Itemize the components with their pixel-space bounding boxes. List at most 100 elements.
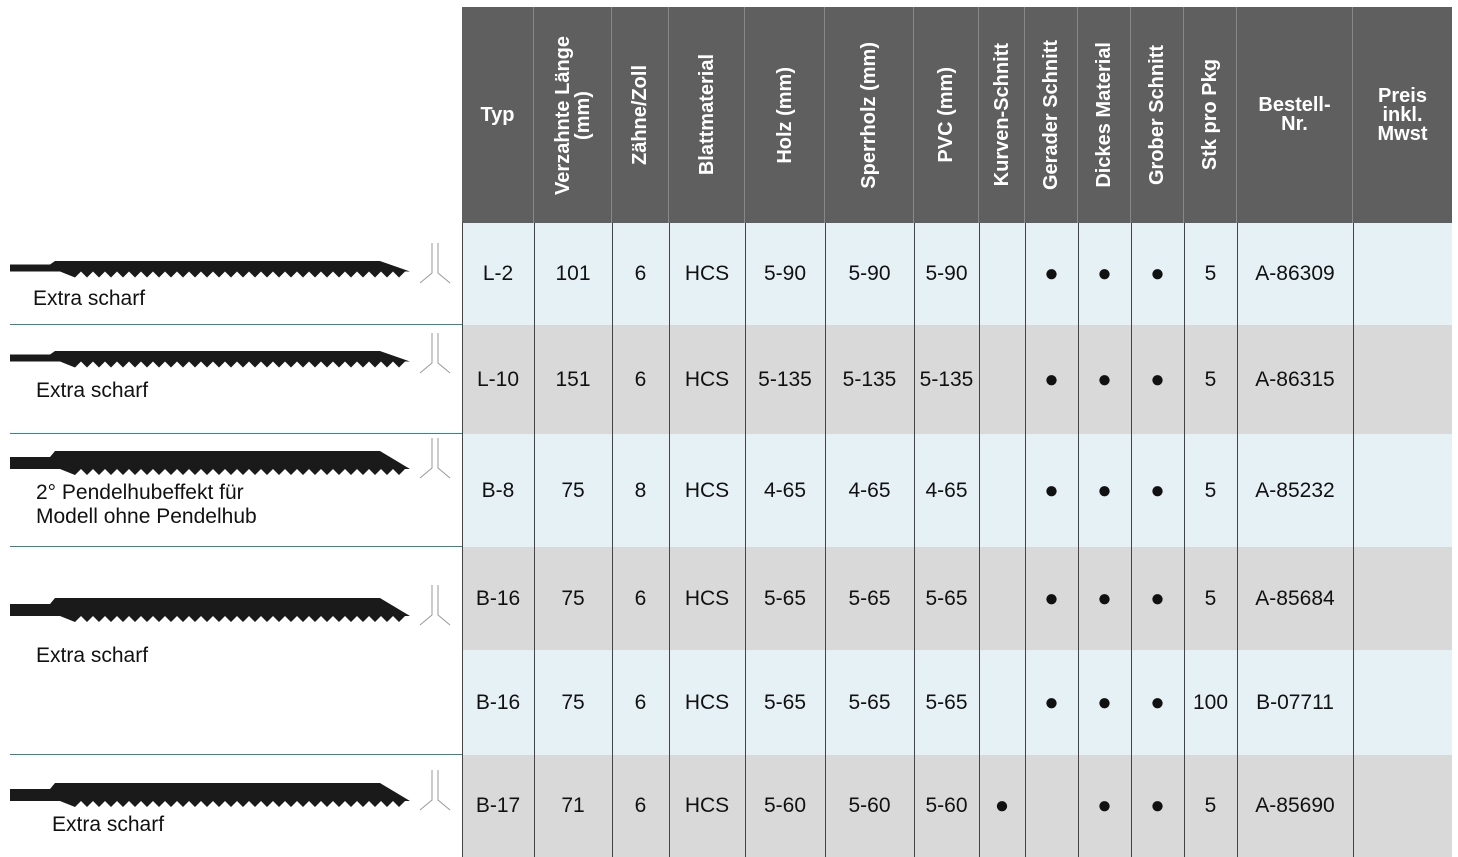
dot: ●	[1150, 260, 1165, 287]
table-cell: 5-65	[925, 690, 968, 714]
header-cell: Blattmaterial	[669, 7, 745, 223]
table-cell: HCS	[684, 586, 730, 610]
table-cell: 71	[561, 794, 585, 817]
header-label: Dickes Material	[1093, 42, 1115, 188]
dot: ●	[1044, 584, 1059, 612]
blade-icon	[419, 438, 451, 479]
table-cell: 75	[561, 586, 585, 610]
blade-note: Extra scharf	[33, 287, 146, 310]
table-cell: 5	[1204, 478, 1217, 502]
header-label: Verzahnte Länge (mm)	[551, 35, 594, 195]
column-line	[1078, 223, 1079, 857]
header-label: Blattmaterial	[695, 54, 718, 176]
table-cell: 6	[634, 690, 647, 714]
header-cell: Stk pro Pkg	[1184, 7, 1237, 223]
header-cell: Dickes Material	[1078, 7, 1131, 223]
table-cell: 5-90	[763, 262, 807, 285]
table-cell: 100	[1192, 690, 1229, 714]
table-cell: 4-65	[925, 478, 968, 502]
header-cell: Kurven-Schnitt	[979, 7, 1025, 223]
header-label: Grober Schnitt	[1146, 44, 1168, 185]
row-background	[462, 325, 1452, 434]
table-cell: B-16	[475, 690, 521, 714]
blade-images	[10, 243, 451, 811]
table-cell: 5-60	[925, 794, 968, 817]
row-background	[462, 650, 1452, 755]
table-cell: 6	[634, 586, 647, 610]
dot: ●	[1044, 476, 1059, 504]
table-cell: L-10	[476, 367, 520, 391]
blade	[10, 351, 410, 368]
table-cell: 5-135	[758, 367, 812, 391]
column-line	[1131, 223, 1132, 857]
dot: ●	[1097, 688, 1112, 716]
table-cell: A-86315	[1255, 367, 1335, 391]
dot: ●	[1097, 260, 1112, 287]
table-cell: 6	[634, 367, 647, 391]
row-background	[462, 223, 1452, 325]
row-separator	[10, 754, 462, 755]
column-line	[669, 223, 670, 857]
column-line	[1184, 223, 1185, 857]
blade	[10, 451, 410, 475]
table-cell: 5-65	[848, 586, 891, 610]
blade-icon	[419, 585, 451, 626]
table-cell: 6	[634, 794, 647, 817]
blade-note: Extra scharf	[36, 379, 149, 402]
table-cell: A-85684	[1255, 586, 1335, 610]
table-cell: 5	[1204, 262, 1217, 285]
blade-icon	[419, 333, 451, 374]
table-cell: 5-60	[763, 794, 807, 817]
header-label: Holz (mm)	[773, 66, 796, 164]
header-label: Gerader Schnitt	[1040, 39, 1062, 191]
table-cell: A-86309	[1255, 262, 1335, 285]
header-cell: Grober Schnitt	[1131, 7, 1184, 223]
blade-icon	[419, 770, 451, 811]
table-cell: 5-65	[848, 690, 891, 714]
table-cell: 6	[634, 262, 647, 285]
row-separator	[10, 433, 462, 434]
dot: ●	[1150, 476, 1165, 504]
table-cell: 4-65	[763, 478, 807, 502]
dot: ●	[1150, 365, 1165, 393]
table-cell: A-85232	[1255, 478, 1335, 502]
header-label: Sperrholz (mm)	[858, 41, 880, 189]
table-cell: B-16	[475, 586, 521, 610]
dot: ●	[1150, 792, 1165, 819]
blade-icon	[419, 243, 451, 284]
header-cell: Gerader Schnitt	[1025, 7, 1078, 223]
table-cell: 5-65	[763, 690, 807, 714]
header-label: Kurven-Schnitt	[990, 43, 1013, 187]
table-cell: 101	[555, 262, 591, 285]
table-cell: B-8	[481, 478, 515, 502]
table-cell: 5	[1204, 586, 1217, 610]
dot: ●	[1150, 688, 1165, 716]
dot: ●	[1097, 365, 1112, 393]
blade-note: Extra scharf	[36, 644, 149, 667]
table-cell: 5-60	[848, 794, 891, 817]
table-cell: HCS	[684, 478, 730, 502]
table-cell: 75	[561, 478, 585, 502]
row-separator	[10, 324, 462, 325]
blade	[10, 598, 410, 622]
row-background	[462, 434, 1452, 547]
table-cell: 5-135	[919, 367, 974, 391]
header-label: Bestell- Nr.	[1258, 94, 1331, 135]
dot: ●	[1097, 476, 1112, 504]
table-cell: B-17	[475, 794, 521, 817]
header-label: Zähne/Zoll	[629, 65, 651, 165]
header-cell: Zähne/Zoll	[612, 7, 669, 223]
column-line	[1025, 223, 1026, 857]
table-cell: HCS	[684, 794, 730, 817]
column-line	[462, 223, 463, 857]
header-label: Preis inkl. Mwst	[1377, 84, 1428, 145]
dot: ●	[1150, 584, 1165, 612]
table-cell: HCS	[684, 262, 730, 285]
column-line	[534, 223, 535, 857]
column-line	[612, 223, 613, 857]
blade-note: Extra scharf	[52, 813, 165, 836]
header-cell: Bestell- Nr.	[1237, 7, 1353, 223]
column-line	[745, 223, 746, 857]
row-background	[462, 755, 1452, 857]
table-cell: L-2	[482, 262, 514, 285]
